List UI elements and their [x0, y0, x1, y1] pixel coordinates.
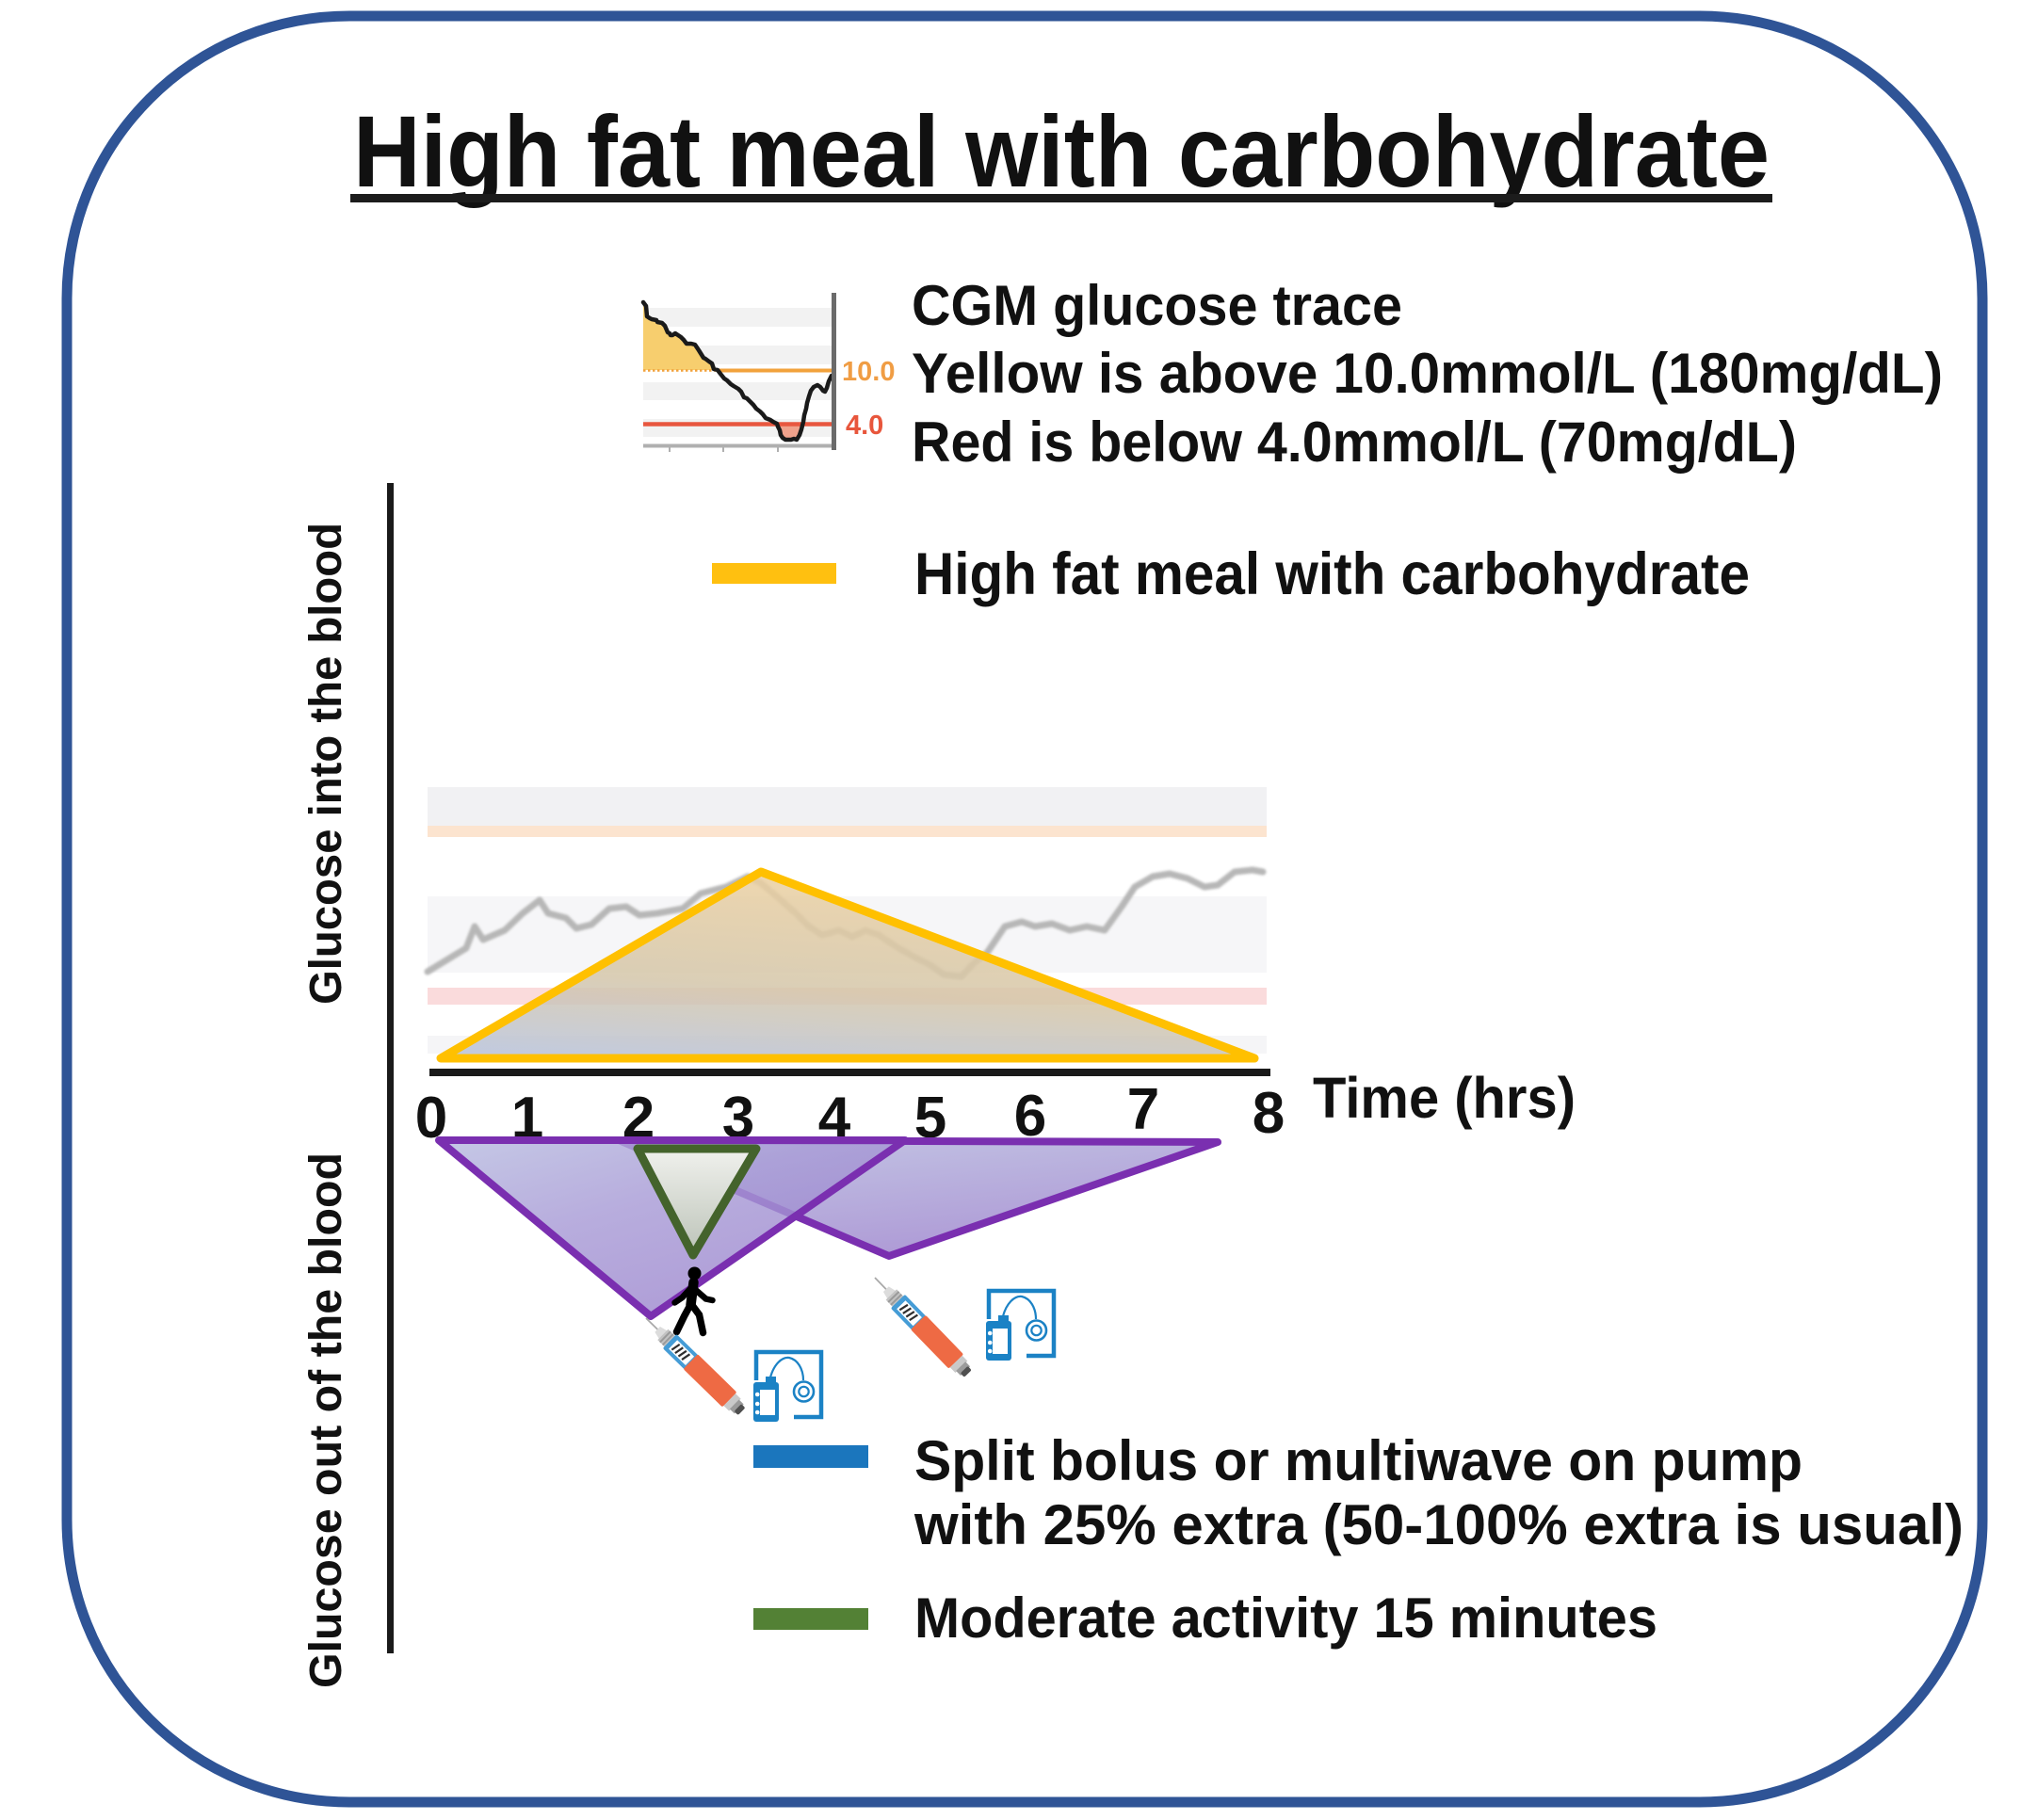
svg-text:Moderate activity 15 minutes: Moderate activity 15 minutes — [914, 1586, 1657, 1650]
svg-text:with 25% extra (50-100% extra: with 25% extra (50-100% extra is usual) — [913, 1493, 1964, 1556]
svg-text:High fat meal with carbohydrat: High fat meal with carbohydrate — [353, 94, 1770, 208]
svg-text:Glucose into the blood: Glucose into the blood — [301, 523, 351, 1005]
svg-text:High fat meal with carbohydrat: High fat meal with carbohydrate — [914, 541, 1750, 607]
svg-text:Split bolus or multiwave on pu: Split bolus or multiwave on pump — [914, 1429, 1803, 1492]
svg-text:CGM glucose trace: CGM glucose trace — [912, 274, 1402, 337]
svg-text:Glucose out of the blood: Glucose out of the blood — [301, 1152, 351, 1688]
svg-text:Red is below 4.0mmol/L (70mg/d: Red is below 4.0mmol/L (70mg/dL) — [912, 411, 1797, 474]
svg-text:8: 8 — [1253, 1081, 1285, 1146]
svg-text:7: 7 — [1127, 1077, 1159, 1142]
svg-text:Yellow is above 10.0mmol/L (18: Yellow is above 10.0mmol/L (180mg/dL) — [912, 342, 1943, 405]
svg-text:Time (hrs): Time (hrs) — [1313, 1066, 1576, 1130]
svg-text:4.0: 4.0 — [846, 411, 883, 441]
svg-text:10.0: 10.0 — [842, 357, 895, 387]
